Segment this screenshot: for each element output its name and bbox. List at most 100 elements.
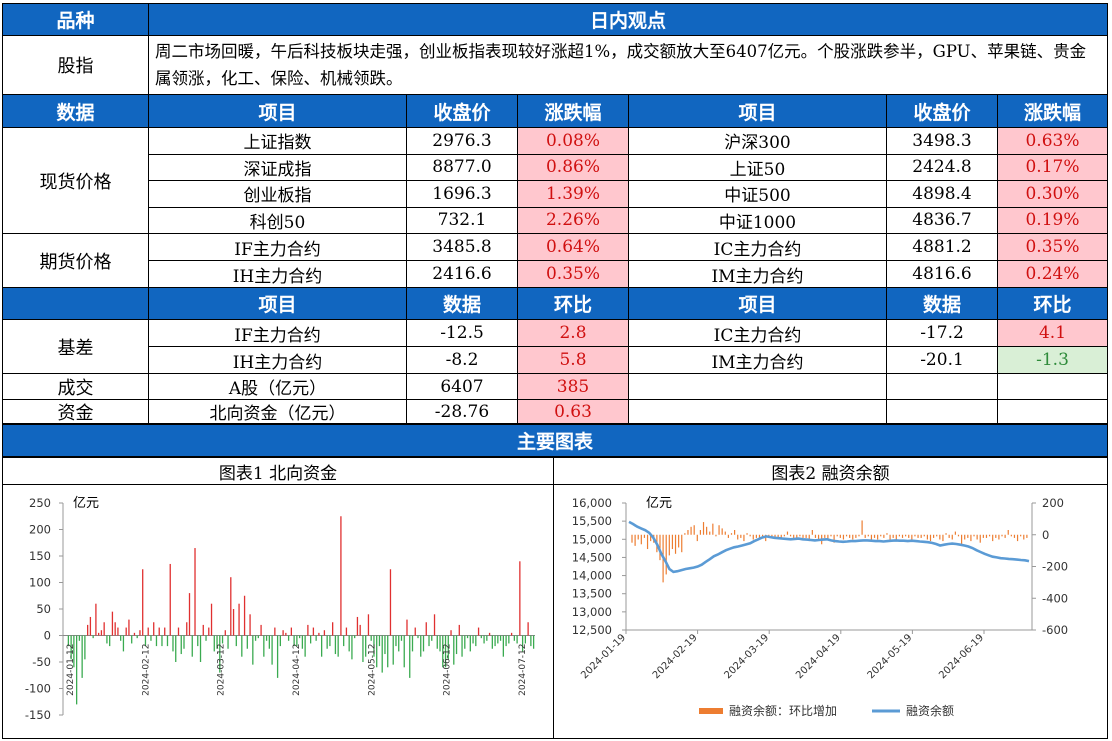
spot-row-close-2: 4898.4 xyxy=(887,181,998,208)
basis-row-name-2: IM主力合约 xyxy=(629,347,887,374)
chart-2-xtick: 2024-01-19 xyxy=(579,632,628,681)
data-header-mom-2: 环比 xyxy=(998,288,1107,320)
capital-value: -28.76 xyxy=(407,400,518,424)
chart-2-xtick: 2024-04-19 xyxy=(794,632,843,681)
spot-row-change-2: 0.63% xyxy=(998,128,1107,155)
spot-row-name-2: 中证500 xyxy=(629,181,887,208)
chart-2-legend-line-label: 融资余额 xyxy=(906,703,954,718)
chart-2-ylabel: 亿元 xyxy=(646,496,672,511)
data-header-value-2: 数据 xyxy=(887,288,998,320)
futures-row-change: 0.64% xyxy=(518,234,629,261)
chart-1-xtick: 2024-06-12 xyxy=(443,644,453,696)
price-header-item: 项目 xyxy=(149,95,407,128)
price-header-close: 收盘价 xyxy=(407,95,518,128)
stock-index-commentary: 周二市场回暖，午后科技板块走强，创业板指表现较好涨超1%，成交额放大至6407亿… xyxy=(149,36,1107,95)
volume-mom: 385 xyxy=(518,374,629,400)
chart-northbound-capital: 图表1 北向资金 亿元 250 200 150 100 50 0 -50 -100 -150 202… xyxy=(2,457,554,739)
spot-row-name-2: 中证1000 xyxy=(629,207,887,234)
chart-2-ytick-right: 200 xyxy=(1042,496,1064,510)
basis-label: 基差 xyxy=(3,320,149,374)
volume-value: 6407 xyxy=(407,374,518,400)
chart-2-ytick-left: 14,000 xyxy=(572,569,612,583)
chart-1-svg: 亿元 250 200 150 100 50 0 -50 -100 -150 2024-01-12 20… xyxy=(25,496,535,722)
basis-row-change: 2.8 xyxy=(518,320,629,347)
chart-1-xtick: 2024-03-12 xyxy=(217,644,227,696)
spot-row-change-2: 0.30% xyxy=(998,181,1107,208)
spot-row-change: 2.26% xyxy=(518,207,629,234)
spot-row-name-2: 沪深300 xyxy=(629,128,887,155)
spot-row-name-2: 上证50 xyxy=(629,154,887,181)
header-variety: 品种 xyxy=(3,4,149,36)
spot-row-change-2: 0.17% xyxy=(998,154,1107,181)
empty-cell xyxy=(887,374,998,400)
spot-row-change: 1.39% xyxy=(518,181,629,208)
spot-row-change: 0.08% xyxy=(518,128,629,155)
futures-row-close: 3485.8 xyxy=(407,234,518,261)
basis-row-name: IF主力合约 xyxy=(149,320,407,347)
chart-2-xtick: 2024-06-19 xyxy=(937,632,986,681)
chart-2-ytick-left: 15,500 xyxy=(572,514,612,528)
chart-2-legend-bar-label: 融资余额：环比增加 xyxy=(729,703,837,718)
chart-1-title: 图表1 北向资金 xyxy=(3,458,553,485)
chart-1-xtick: 2024-07-12 xyxy=(518,644,528,696)
chart-2-ytick-right: 0 xyxy=(1042,528,1049,542)
spot-row-close: 2976.3 xyxy=(407,128,518,155)
basis-row-change-2: -1.3 xyxy=(998,347,1107,374)
capital-mom: 0.63 xyxy=(518,400,629,424)
basis-row-value-2: -20.1 xyxy=(887,347,998,374)
spot-row-close-2: 3498.3 xyxy=(887,128,998,155)
chart-1-ytick: -50 xyxy=(32,655,51,669)
data-header-item-2: 项目 xyxy=(629,288,887,320)
futures-row-change: 0.35% xyxy=(518,261,629,288)
price-header-data: 数据 xyxy=(3,95,149,128)
chart-2-title: 图表2 融资余额 xyxy=(554,458,1107,485)
chart-margin-balance: 图表2 融资余额 亿元 16,000 15,500 15,000 14,500 14,00… xyxy=(553,457,1108,739)
basis-row-value: -12.5 xyxy=(407,320,518,347)
futures-row-close-2: 4881.2 xyxy=(887,234,998,261)
price-header-change: 涨跌幅 xyxy=(518,95,629,128)
spot-row-name: 深证成指 xyxy=(149,154,407,181)
volume-item: A股（亿元） xyxy=(149,374,407,400)
data-header-mom: 环比 xyxy=(518,288,629,320)
chart-2-svg: 亿元 16,000 15,500 15,000 14,500 14,000 13,500 13… xyxy=(572,496,1068,718)
chart-2-ytick-left: 14,500 xyxy=(572,550,612,564)
chart-2-ytick-right: -400 xyxy=(1042,591,1068,605)
empty-cell xyxy=(998,400,1107,424)
capital-item: 北向资金（亿元） xyxy=(149,400,407,424)
chart-1-ytick: 150 xyxy=(29,549,51,563)
basis-row-value: -8.2 xyxy=(407,347,518,374)
spot-row-close: 8877.0 xyxy=(407,154,518,181)
chart-1-ytick: -100 xyxy=(25,682,51,696)
futures-row-name: IF主力合约 xyxy=(149,234,407,261)
chart-2-xtick: 2024-03-19 xyxy=(722,632,771,681)
spot-row-close: 1696.3 xyxy=(407,181,518,208)
empty-cell xyxy=(998,374,1107,400)
daily-view-table: 品种 日内观点 股指 周二市场回暖，午后科技板块走强，创业板指表现较好涨超1%，… xyxy=(2,3,1108,425)
basis-row-name-2: IC主力合约 xyxy=(629,320,887,347)
spot-row-name: 科创50 xyxy=(149,207,407,234)
price-header-change-2: 涨跌幅 xyxy=(998,95,1107,128)
chart-1-xtick: 2024-02-12 xyxy=(141,644,151,696)
futures-row-name: IH主力合约 xyxy=(149,261,407,288)
futures-row-name-2: IM主力合约 xyxy=(629,261,887,288)
chart-1-ytick: 200 xyxy=(29,523,51,537)
chart-1-ytick: 50 xyxy=(36,602,51,616)
chart-2-ytick-right: -200 xyxy=(1042,560,1068,574)
spot-row-change-2: 0.19% xyxy=(998,207,1107,234)
futures-row-close: 2416.6 xyxy=(407,261,518,288)
volume-label: 成交 xyxy=(3,374,149,400)
chart-1-ytick: 100 xyxy=(29,576,51,590)
chart-1-ytick: 250 xyxy=(29,496,51,510)
spot-row-name: 创业板指 xyxy=(149,181,407,208)
empty-cell xyxy=(629,400,887,424)
spot-price-label: 现货价格 xyxy=(3,128,149,234)
spot-row-close-2: 4836.7 xyxy=(887,207,998,234)
header-intraday-view: 日内观点 xyxy=(149,4,1107,36)
chart-2-legend-swatch-bar xyxy=(699,708,723,714)
futures-price-label: 期货价格 xyxy=(3,234,149,288)
spot-row-close-2: 2424.8 xyxy=(887,154,998,181)
futures-row-change-2: 0.24% xyxy=(998,261,1107,288)
price-header-close-2: 收盘价 xyxy=(887,95,998,128)
price-header-item-2: 项目 xyxy=(629,95,887,128)
chart-2-ytick-left: 13,000 xyxy=(572,605,612,619)
